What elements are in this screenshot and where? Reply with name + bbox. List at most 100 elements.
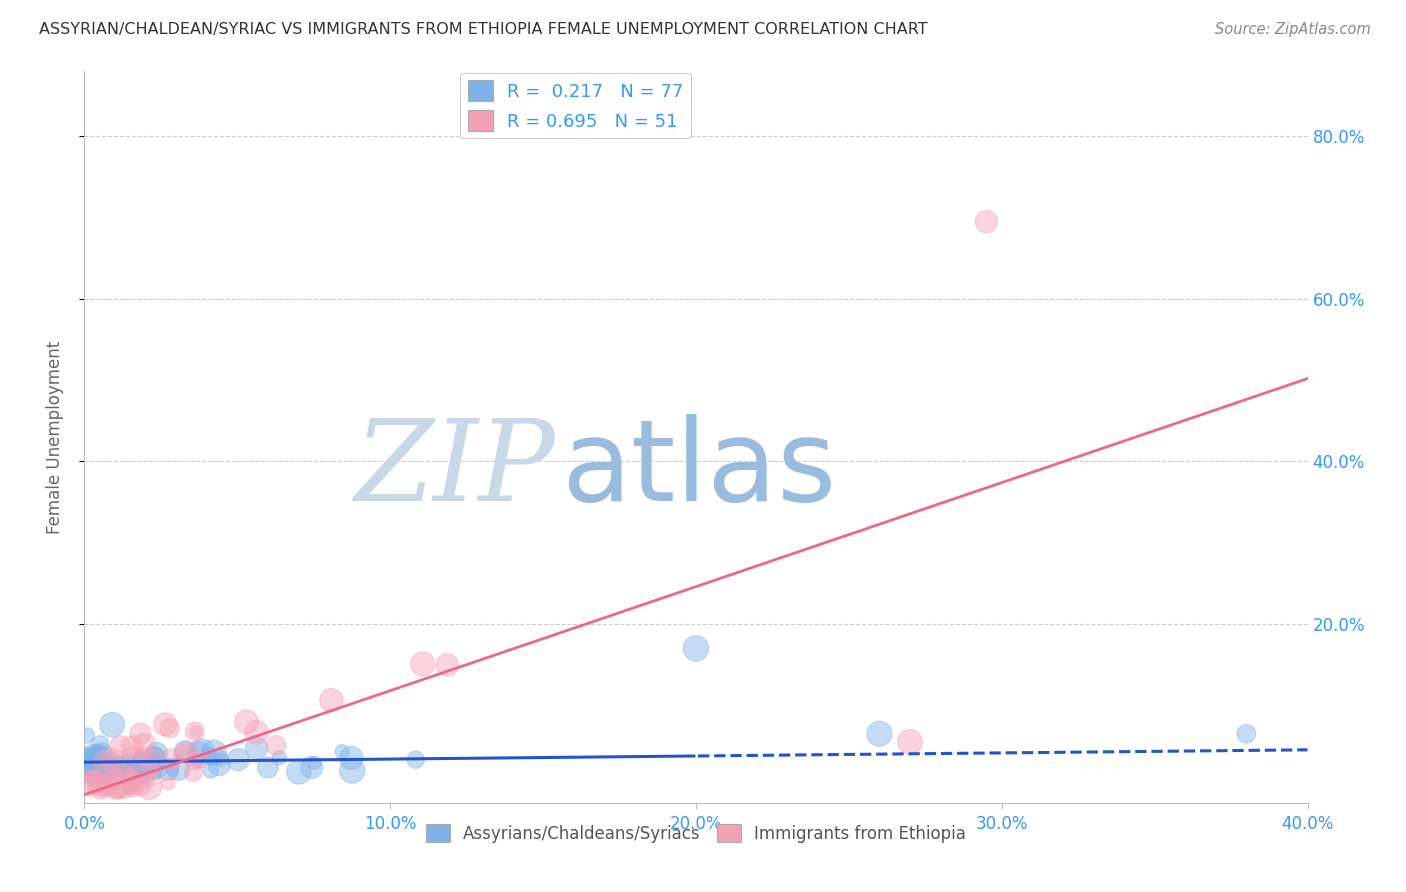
Point [121, 780, 143, 794]
Point [156, 762, 179, 776]
Point [162, 763, 184, 777]
Point [131, 747, 153, 762]
Point [101, 763, 124, 777]
Point [976, 215, 998, 229]
Point [79, 764, 101, 778]
Point [117, 770, 139, 784]
Point [264, 739, 287, 753]
Point [342, 764, 364, 778]
Text: atlas: atlas [561, 415, 837, 525]
Point [142, 764, 165, 778]
Point [321, 693, 343, 707]
Point [405, 753, 427, 767]
Point [129, 780, 152, 794]
Point [159, 753, 181, 767]
Point [98, 780, 121, 794]
Point [132, 738, 155, 752]
Point [110, 739, 132, 753]
Point [110, 764, 132, 778]
Point [87, 750, 110, 764]
Point [157, 776, 180, 790]
Point [304, 756, 326, 770]
Point [82, 757, 104, 772]
Point [79, 776, 101, 790]
Point [330, 745, 353, 759]
Y-axis label: Female Unemployment: Female Unemployment [45, 341, 63, 533]
Point [685, 641, 707, 656]
Point [77, 757, 100, 772]
Point [90, 761, 112, 775]
Point [90, 780, 112, 794]
Point [111, 760, 134, 774]
Point [90, 756, 112, 770]
Point [288, 764, 311, 779]
Point [128, 756, 150, 770]
Point [100, 754, 122, 768]
Point [898, 735, 921, 749]
Point [136, 774, 159, 789]
Point [436, 658, 458, 673]
Point [77, 750, 100, 764]
Point [186, 724, 208, 739]
Point [186, 755, 208, 769]
Point [83, 774, 105, 789]
Point [91, 756, 114, 770]
Point [122, 752, 145, 766]
Point [138, 763, 160, 777]
Point [155, 717, 177, 731]
Point [82, 771, 104, 785]
Point [301, 760, 323, 774]
Point [77, 761, 100, 775]
Point [181, 765, 204, 780]
Point [107, 780, 129, 794]
Point [269, 751, 291, 765]
Point [188, 753, 211, 767]
Point [134, 764, 156, 778]
Point [159, 721, 181, 735]
Point [869, 727, 891, 741]
Point [129, 753, 152, 767]
Point [138, 780, 160, 794]
Point [103, 767, 125, 781]
Point [340, 751, 363, 765]
Point [184, 724, 207, 739]
Point [120, 780, 142, 794]
Point [103, 767, 125, 781]
Point [101, 760, 124, 774]
Point [97, 764, 120, 778]
Point [202, 746, 225, 760]
Point [174, 744, 197, 758]
Point [117, 761, 139, 775]
Point [108, 766, 131, 780]
Point [121, 780, 143, 794]
Point [142, 752, 165, 766]
Point [176, 746, 198, 760]
Point [134, 766, 156, 780]
Point [100, 766, 122, 780]
Point [143, 755, 166, 769]
Point [167, 762, 190, 776]
Point [183, 755, 205, 769]
Point [121, 739, 143, 754]
Point [200, 764, 222, 778]
Point [86, 764, 108, 779]
Point [197, 749, 219, 764]
Point [96, 780, 118, 794]
Point [121, 772, 143, 787]
Point [107, 761, 129, 775]
Point [129, 726, 152, 740]
Point [1236, 727, 1258, 741]
Point [105, 780, 128, 794]
Point [111, 780, 134, 794]
Point [129, 764, 152, 779]
Point [90, 747, 112, 761]
Point [412, 657, 434, 671]
Point [84, 756, 107, 770]
Point [89, 762, 111, 776]
Point [120, 759, 142, 773]
Point [209, 752, 232, 766]
Point [103, 754, 125, 768]
Point [83, 748, 105, 763]
Point [257, 760, 280, 774]
Legend: Assyrians/Chaldeans/Syriacs, Immigrants from Ethiopia: Assyrians/Chaldeans/Syriacs, Immigrants … [419, 818, 973, 849]
